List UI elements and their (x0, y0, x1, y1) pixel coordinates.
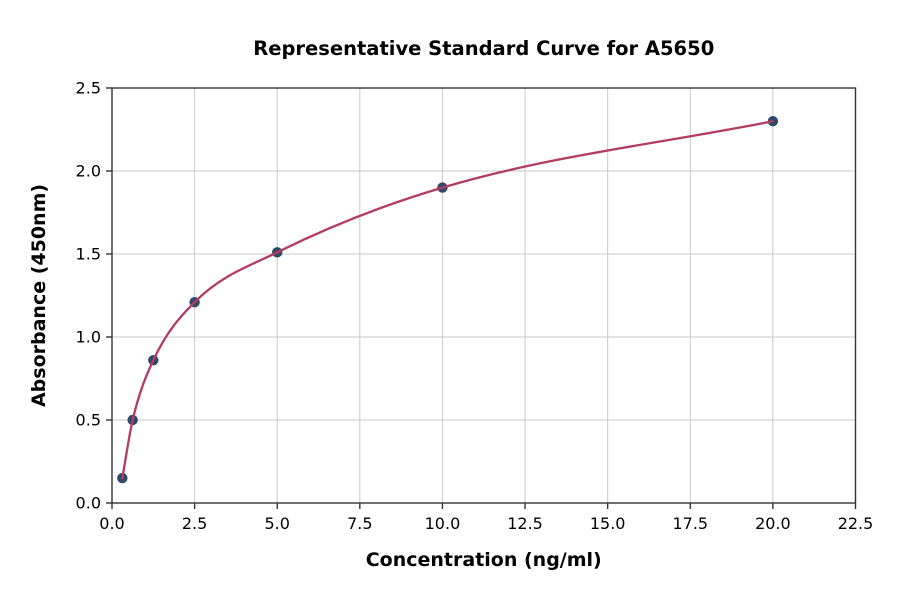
x-tick-label: 0.0 (99, 514, 124, 533)
x-tick-label: 15.0 (590, 514, 626, 533)
x-tick-label: 17.5 (672, 514, 708, 533)
x-tick-label: 22.5 (838, 514, 874, 533)
chart-title: Representative Standard Curve for A5650 (253, 37, 714, 60)
y-tick-label: 0.5 (76, 411, 101, 430)
x-tick-label: 5.0 (264, 514, 289, 533)
y-tick-label: 2.0 (76, 162, 101, 181)
plot-frame (111, 87, 857, 504)
y-tick-label: 1.0 (76, 328, 101, 347)
axis-ticks (106, 87, 857, 509)
x-axis-label: Concentration (ng/ml) (366, 549, 602, 571)
fit-curve (121, 120, 775, 480)
y-tick-label: 2.5 (76, 79, 101, 98)
x-tick-label: 2.5 (182, 514, 207, 533)
x-tick-label: 12.5 (507, 514, 543, 533)
y-tick-label: 1.5 (76, 245, 101, 264)
fit-curve-group (121, 120, 775, 480)
x-tick-label: 20.0 (755, 514, 791, 533)
x-tick-label: 10.0 (425, 514, 461, 533)
axis-tick-labels: 0.0 2.5 5.0 7.5 10.0 12.5 15.0 17.5 20.0 22.5 0.0 0… (76, 79, 874, 534)
y-tick-label: 0.0 (76, 494, 101, 513)
y-axis-label: Absorbance (450nm) (28, 184, 50, 407)
gridlines (111, 87, 856, 504)
x-tick-label: 7.5 (347, 514, 372, 533)
